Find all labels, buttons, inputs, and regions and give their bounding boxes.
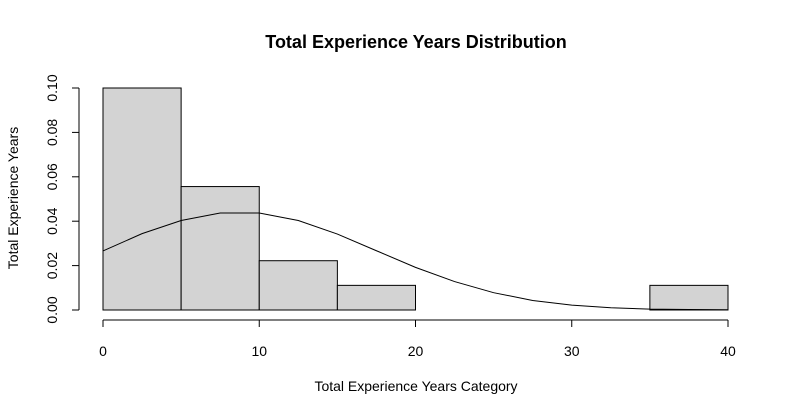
- y-tick-label: 0.00: [44, 296, 60, 323]
- x-tick-label: 0: [99, 343, 107, 359]
- histogram-bar-0: [102, 87, 182, 311]
- x-axis: 0 10 20 30 40: [99, 319, 736, 359]
- histogram-bar-2: [258, 260, 338, 311]
- bars-group: [102, 87, 729, 311]
- x-tick-label: 20: [408, 343, 424, 359]
- y-axis: 0.00 0.02 0.04 0.06 0.08 0.10: [44, 74, 80, 324]
- histogram-bar-1: [180, 186, 260, 311]
- histogram-bar-3: [336, 284, 416, 311]
- histogram-bar-7: [649, 284, 729, 311]
- density-curve: [102, 212, 729, 311]
- x-tick-label: 30: [564, 343, 580, 359]
- y-axis-label: Total Experience Years: [5, 127, 21, 269]
- x-tick-label: 40: [720, 343, 736, 359]
- y-tick-label: 0.10: [44, 74, 60, 101]
- y-tick-label: 0.02: [44, 252, 60, 279]
- x-axis-label: Total Experience Years Category: [314, 378, 517, 394]
- x-tick-label: 10: [251, 343, 267, 359]
- y-tick-label: 0.06: [44, 163, 60, 190]
- chart-title: Total Experience Years Distribution: [265, 32, 566, 52]
- y-tick-label: 0.04: [44, 207, 60, 234]
- y-tick-label: 0.08: [44, 119, 60, 146]
